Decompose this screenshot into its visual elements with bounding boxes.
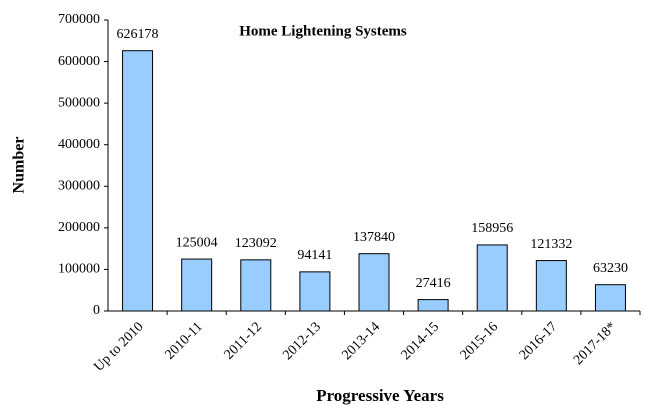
x-tick-label: 2016-17 <box>517 319 561 363</box>
data-label: 125004 <box>176 235 218 250</box>
x-tick-label: 2012-13 <box>280 319 324 363</box>
bar <box>240 259 272 312</box>
x-tick-label: 2011-12 <box>222 319 265 362</box>
data-label: 27416 <box>416 276 451 291</box>
bar <box>181 258 213 312</box>
chart-title: Home Lightening Systems <box>239 23 407 39</box>
bar <box>476 244 508 312</box>
y-tick-label: 600000 <box>58 54 100 69</box>
bar <box>417 299 449 312</box>
y-axis-label: Number <box>11 137 28 194</box>
bar <box>594 284 626 312</box>
data-label: 626178 <box>117 27 159 42</box>
data-label: 158956 <box>471 221 513 236</box>
y-tick-label: 500000 <box>58 95 100 110</box>
y-tick-label: 400000 <box>58 137 100 152</box>
x-tick-label: 2013-14 <box>339 319 383 363</box>
data-label: 63230 <box>593 261 628 276</box>
x-tick-label: 2015-16 <box>458 319 502 363</box>
data-label: 137840 <box>353 230 395 245</box>
bar <box>358 253 390 312</box>
bar <box>535 260 567 312</box>
x-tick-label: Up to 2010 <box>92 319 147 374</box>
bar <box>122 50 154 312</box>
y-tick-label: 100000 <box>58 262 100 277</box>
bar <box>299 271 331 312</box>
x-tick-label: 2014-15 <box>399 319 443 363</box>
y-tick-label: 700000 <box>58 12 100 27</box>
data-label: 123092 <box>235 236 277 251</box>
x-tick-label: 2017-18* <box>571 319 620 368</box>
y-tick-label: 0 <box>93 303 100 318</box>
y-tick-label: 200000 <box>58 220 100 235</box>
x-tick-label: 2010-11 <box>163 319 206 362</box>
x-axis-label: Progressive Years <box>316 386 444 405</box>
data-label: 121332 <box>530 237 572 252</box>
y-tick-label: 300000 <box>58 179 100 194</box>
data-label: 94141 <box>297 248 332 263</box>
